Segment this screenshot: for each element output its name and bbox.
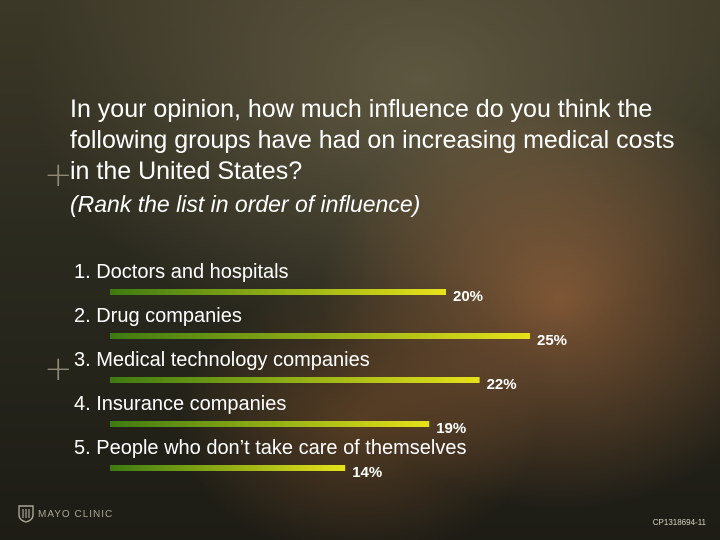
mayo-shield-icon [18, 505, 34, 523]
category-label: 2. Drug companies [74, 305, 242, 327]
bar [110, 421, 430, 427]
data-label: 14% [352, 464, 382, 481]
bar [110, 333, 530, 339]
category-label: 3. Medical technology companies [74, 349, 370, 371]
decorative-plus-icon: + [44, 349, 73, 389]
slide-code: CP1318694-11 [652, 518, 706, 527]
slide-title: In your opinion, how much influence do y… [70, 95, 675, 185]
mayo-clinic-logo: MAYO CLINIC [18, 505, 113, 523]
data-label: 25% [537, 332, 567, 349]
slide-subtitle: (Rank the list in order of influence) [70, 191, 421, 217]
bar [110, 465, 346, 471]
data-label: 22% [487, 376, 517, 393]
category-label: 1. Doctors and hospitals [74, 261, 289, 283]
bar [110, 289, 446, 295]
data-label: 20% [453, 288, 483, 305]
bar [110, 377, 480, 383]
category-label: 5. People who don’t take care of themsel… [74, 437, 466, 459]
logo-text: MAYO CLINIC [38, 508, 114, 520]
data-label: 19% [436, 420, 466, 437]
decorative-plus-icon: + [44, 155, 73, 195]
category-label: 4. Insurance companies [74, 393, 286, 415]
